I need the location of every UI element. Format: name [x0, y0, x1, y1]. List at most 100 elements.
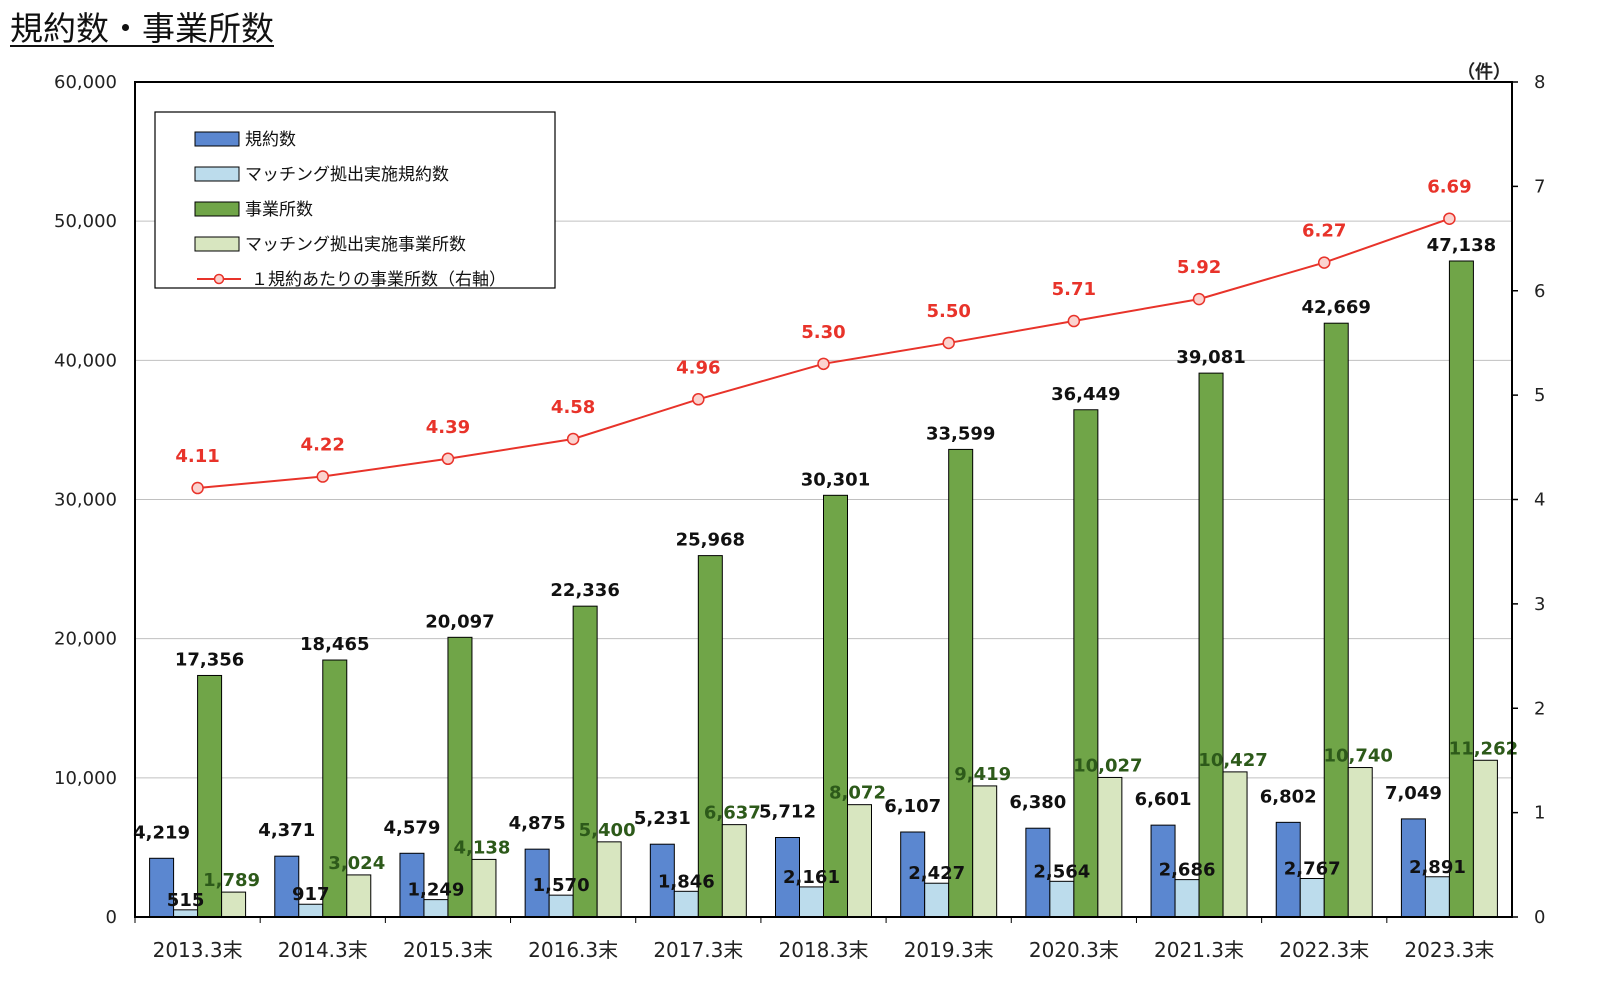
bar-2 — [1049, 880, 1075, 918]
bar-4 — [1472, 759, 1498, 918]
line-label: 4.58 — [551, 397, 595, 418]
bar-4 — [1222, 771, 1248, 918]
bar-label-offices: 39,081 — [1176, 347, 1245, 368]
bar-3 — [1198, 372, 1224, 918]
y-tick-right: 1 — [1534, 803, 1545, 824]
bar-label-offices: 42,669 — [1301, 297, 1370, 318]
bar-2 — [799, 886, 824, 918]
line-label: 5.30 — [801, 322, 845, 343]
bar-2 — [548, 894, 574, 918]
bar-1 — [649, 843, 675, 918]
bar-label-matching-contracts: 1,570 — [533, 875, 590, 896]
bar-3 — [322, 659, 348, 918]
bar-label-contracts: 4,875 — [509, 813, 566, 834]
legend-label: マッチング拠出実施規約数 — [245, 165, 449, 185]
bar-label-matching-offices: 8,072 — [829, 783, 886, 804]
bar-label-contracts: 6,107 — [884, 796, 941, 817]
y-tick-left: 0 — [106, 907, 117, 928]
bar-3 — [1448, 260, 1474, 918]
bar-label-offices: 22,336 — [550, 580, 619, 601]
bar-label-contracts: 6,380 — [1009, 792, 1066, 813]
bar-label-matching-offices: 9,419 — [954, 764, 1011, 785]
bar-2 — [673, 890, 699, 918]
bar-label-offices: 18,465 — [300, 634, 369, 655]
y-tick-right: 5 — [1534, 385, 1545, 406]
x-tick-label: 2018.3末 — [779, 938, 869, 962]
bars — [149, 260, 1498, 918]
bar-3 — [572, 605, 598, 918]
line-series — [191, 212, 1456, 495]
line-label: 5.50 — [926, 301, 970, 322]
bar-1 — [1400, 818, 1426, 918]
y-tick-left: 20,000 — [54, 629, 117, 650]
bar-label-matching-offices: 5,400 — [579, 820, 636, 841]
bar-4 — [847, 804, 872, 918]
bar-label-matching-contracts: 917 — [292, 884, 330, 905]
bar-label-matching-contracts: 2,564 — [1033, 861, 1090, 882]
bar-4 — [1097, 776, 1123, 918]
bar-label-matching-contracts: 2,891 — [1409, 857, 1466, 878]
y-tick-left: 60,000 — [54, 72, 117, 93]
line-point — [566, 432, 580, 446]
bar-4 — [1347, 767, 1373, 918]
line-label: 4.11 — [175, 446, 219, 467]
bar-4 — [221, 891, 247, 918]
y-tick-right: 3 — [1534, 594, 1545, 615]
bar-2 — [1174, 879, 1200, 918]
bar-2 — [1424, 876, 1450, 918]
bar-label-matching-offices: 3,024 — [328, 853, 385, 874]
x-tick-label: 2016.3末 — [528, 938, 618, 962]
x-tick-label: 2017.3末 — [653, 938, 743, 962]
bar-label-matching-offices: 10,027 — [1073, 755, 1142, 776]
bar-label-matching-contracts: 2,767 — [1284, 858, 1341, 879]
bar-label-offices: 25,968 — [676, 530, 745, 551]
x-tick-label: 2021.3末 — [1154, 938, 1244, 962]
line-label: 5.71 — [1052, 279, 1096, 300]
bar-label-matching-contracts: 2,686 — [1159, 860, 1216, 881]
legend-swatch — [194, 236, 240, 252]
bar-label-contracts: 6,802 — [1260, 786, 1317, 807]
bar-3 — [1073, 409, 1099, 918]
axes: 0 10,000 20,000 30,000 40,000 50,000 60,000 0 1 2… — [54, 61, 1545, 962]
bar-3 — [447, 636, 473, 918]
line-point — [1443, 212, 1456, 225]
bar-3 — [1323, 322, 1349, 918]
bar-label-matching-contracts: 515 — [167, 890, 205, 911]
bar-1 — [274, 855, 300, 918]
line-point — [1192, 292, 1206, 306]
right-axis-unit: （件） — [1457, 61, 1511, 83]
bar-4 — [596, 841, 622, 918]
bar-1 — [149, 857, 175, 918]
bar-label-offices: 20,097 — [425, 611, 494, 632]
y-tick-right: 2 — [1534, 698, 1545, 719]
bar-4 — [972, 785, 998, 918]
legend-marker — [213, 273, 225, 285]
y-tick-right: 8 — [1534, 72, 1545, 93]
x-tick-label: 2023.3末 — [1404, 938, 1494, 962]
legend-label: マッチング拠出実施事業所数 — [245, 235, 466, 255]
line-label: 6.69 — [1427, 177, 1471, 198]
bar-1 — [1150, 824, 1176, 918]
legend-swatch — [194, 201, 240, 217]
bar-label-matching-offices: 6,637 — [704, 803, 761, 824]
line-point — [692, 393, 705, 406]
bar-label-contracts: 7,049 — [1385, 783, 1442, 804]
line-label: 4.39 — [426, 417, 470, 438]
bar-2 — [173, 909, 199, 918]
x-tick-label: 2022.3末 — [1279, 938, 1369, 962]
legend-label: 事業所数 — [245, 200, 313, 220]
bar-3 — [823, 494, 848, 918]
bar-2 — [423, 899, 449, 918]
bar-label-matching-contracts: 2,427 — [908, 863, 965, 884]
bar-label-matching-offices: 4,138 — [453, 837, 510, 858]
bar-label-contracts: 4,219 — [133, 822, 190, 843]
bar-label-matching-contracts: 1,249 — [407, 880, 464, 901]
y-tick-left: 40,000 — [54, 350, 117, 371]
bar-label-offices: 36,449 — [1051, 384, 1120, 405]
bar-2 — [298, 903, 324, 918]
bar-label-offices: 30,301 — [801, 469, 870, 490]
legend-swatch — [194, 166, 240, 182]
data-labels: 4,219 515 17,356 1,789 4,371 917 18,465 3,024 4,… — [133, 177, 1518, 911]
line-point — [817, 357, 830, 371]
